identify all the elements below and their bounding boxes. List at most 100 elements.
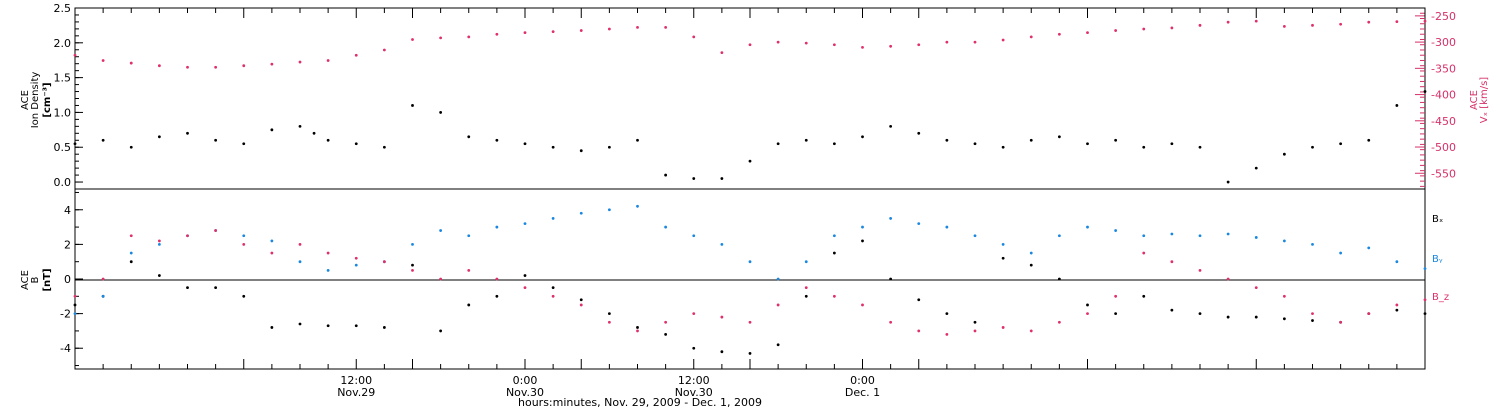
bx-point	[664, 332, 668, 336]
by-point	[1114, 229, 1118, 232]
vx-point	[242, 64, 246, 68]
vx-point	[186, 65, 189, 69]
bx-point	[1423, 312, 1427, 316]
x-tick-time-label: 12:00	[340, 374, 372, 387]
bx-point	[889, 277, 893, 281]
bx-point	[1001, 256, 1005, 260]
density-point	[298, 124, 302, 128]
density-point	[973, 142, 977, 146]
bx-point	[411, 263, 414, 267]
x-tick-date-label: Nov.29	[337, 386, 375, 399]
by-point	[1001, 242, 1005, 246]
by-point	[551, 217, 555, 220]
vx-point	[1254, 19, 1258, 23]
bx-point	[214, 286, 218, 290]
by-point	[1226, 232, 1230, 236]
density-point	[804, 138, 808, 142]
bz-point	[1282, 294, 1286, 298]
vx-point	[1282, 24, 1286, 28]
bz-point	[664, 320, 668, 324]
bx-point	[1142, 294, 1146, 298]
density-point	[1367, 138, 1371, 142]
top-left-tick-label: 2.0	[54, 37, 72, 50]
by-point	[467, 234, 471, 238]
top-right-tick-label: -400	[1431, 89, 1456, 102]
density-point	[917, 131, 921, 135]
vx-point	[1142, 27, 1146, 31]
bx-point	[804, 294, 808, 298]
density-point	[1029, 138, 1033, 142]
vx-point	[917, 43, 921, 47]
density-point	[495, 138, 499, 142]
vx-point	[1198, 23, 1202, 27]
bz-point	[832, 294, 836, 298]
bx-point	[720, 350, 724, 354]
by-point	[1367, 246, 1371, 250]
bz-point	[439, 277, 443, 281]
vx-point	[607, 27, 611, 31]
bottom-left-tick-label: 0	[64, 273, 71, 286]
top-right-tick-label: -250	[1431, 10, 1456, 23]
bx-point	[692, 346, 696, 350]
density-point	[1311, 145, 1314, 149]
bz-point	[1114, 294, 1118, 298]
bx-point	[326, 324, 330, 328]
x-tick-date-label: Dec. 1	[845, 386, 880, 399]
top-left-axis-ticks: 0.0 0.5 1.0 1.5 2.0 2.5	[54, 2, 83, 189]
bx-point	[776, 343, 780, 347]
by-point	[748, 260, 752, 264]
top-right-tick-label: -450	[1431, 115, 1456, 128]
bx-point	[1170, 308, 1174, 312]
vx-point	[1029, 35, 1033, 39]
by-point	[354, 263, 358, 267]
by-point	[157, 242, 161, 246]
density-point	[1001, 145, 1005, 149]
bz-point	[326, 251, 330, 255]
top-right-axis-ticks: -250 -300 -350 -400 -450 -500 -550	[1415, 10, 1456, 187]
by-point	[917, 222, 921, 226]
bottom-left-axis-ticks: 4 2 0 -2 -4	[60, 191, 83, 367]
right-ylabel-line1: ACE	[1469, 90, 1480, 110]
vx-point	[636, 26, 639, 29]
by-point	[832, 234, 836, 238]
vx-point	[664, 26, 668, 29]
by-point	[242, 234, 246, 238]
vx-point	[861, 45, 864, 49]
top-right-tick-label: -300	[1431, 36, 1456, 49]
density-point	[101, 138, 105, 142]
bz-point	[1029, 329, 1033, 333]
density-point	[579, 149, 583, 153]
vx-point	[748, 43, 752, 47]
bz-point	[101, 277, 105, 281]
density-point	[242, 142, 246, 146]
by-point	[776, 277, 780, 281]
bx-point	[1254, 315, 1258, 319]
by-point	[664, 225, 668, 229]
by-point	[945, 225, 949, 229]
vx-point	[889, 44, 893, 48]
density-point	[1086, 142, 1089, 146]
top-left-tick-label: 1.5	[54, 72, 72, 85]
bz-point	[945, 332, 949, 336]
bx-point	[973, 320, 977, 324]
by-point	[1198, 234, 1202, 238]
by-point	[1282, 239, 1286, 243]
bz-point	[354, 256, 358, 260]
bx-point	[354, 324, 358, 328]
vx-point	[776, 40, 780, 44]
bz-point	[551, 294, 555, 298]
bz-point	[242, 242, 246, 246]
bottom-left-tick-label: -4	[60, 342, 71, 355]
bx-point	[298, 322, 302, 326]
by-point	[1142, 234, 1146, 238]
bx-point	[636, 326, 639, 329]
by-point	[1423, 267, 1427, 271]
density-point	[945, 138, 949, 142]
density-point	[1226, 180, 1230, 184]
density-point	[664, 173, 668, 177]
vx-point	[298, 60, 302, 64]
bz-point	[973, 329, 977, 333]
bz-point	[157, 239, 161, 243]
top-right-ylabel: ACE Vₓ [km/s]	[1469, 77, 1490, 123]
bx-point	[157, 274, 161, 277]
